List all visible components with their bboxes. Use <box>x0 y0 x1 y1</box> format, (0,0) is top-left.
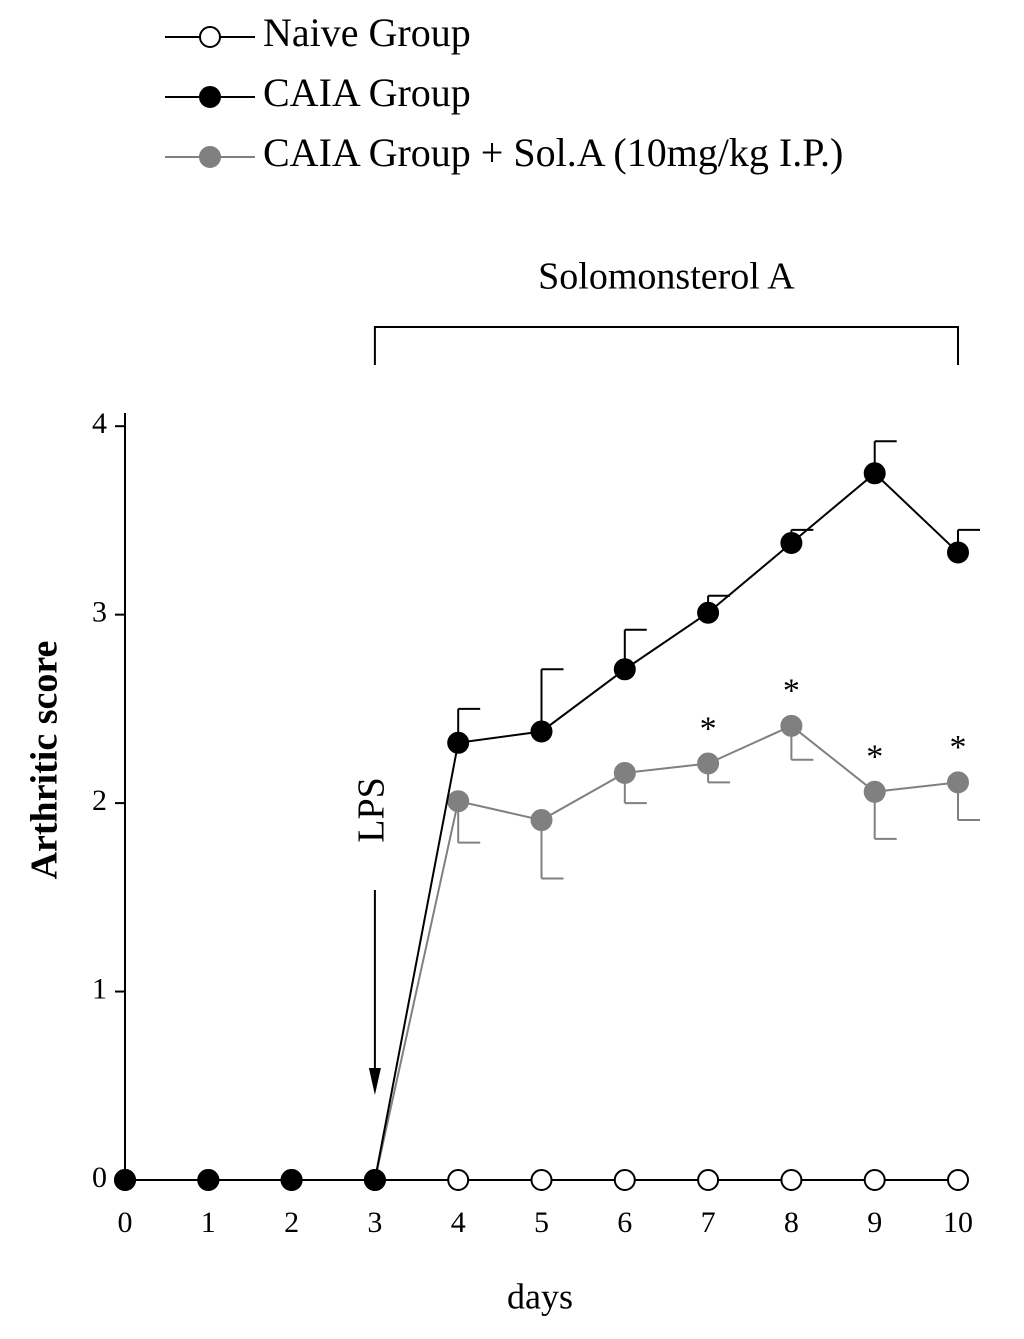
data-point <box>447 731 470 754</box>
data-point <box>947 541 969 564</box>
significance-mark: * <box>950 729 967 766</box>
legend-marker <box>199 26 221 48</box>
data-point <box>447 790 470 813</box>
y-axis-label: Arthritic score <box>24 641 66 880</box>
legend-label: CAIA Group <box>263 70 471 115</box>
data-point <box>280 1169 303 1191</box>
data-point <box>697 601 720 624</box>
data-point <box>613 1169 636 1191</box>
x-tick-label: 3 <box>367 1206 382 1239</box>
data-point <box>530 1169 553 1191</box>
y-tick-label: 0 <box>92 1161 107 1194</box>
data-point <box>697 1169 720 1191</box>
treatment-bracket <box>373 326 959 365</box>
legend-marker <box>199 146 221 168</box>
x-tick-label: 1 <box>201 1206 216 1239</box>
data-point <box>947 1169 969 1191</box>
x-tick-label: 8 <box>784 1206 799 1239</box>
data-point <box>697 752 720 775</box>
x-tick-label: 2 <box>284 1206 299 1239</box>
data-point <box>114 1169 136 1191</box>
significance-mark: * <box>700 710 717 747</box>
x-tick-label: 0 <box>118 1206 133 1239</box>
x-tick-label: 6 <box>617 1206 632 1239</box>
data-point <box>863 1169 886 1191</box>
injection-label: LPS <box>351 777 393 842</box>
data-point <box>863 462 886 485</box>
y-tick-label: 4 <box>92 407 107 440</box>
x-axis-label: days <box>507 1276 573 1316</box>
data-point <box>863 780 886 803</box>
treatment-label: Solomonsterol A <box>538 256 795 298</box>
injection-arrowhead <box>368 1068 381 1095</box>
legend-marker <box>199 86 221 108</box>
data-point <box>530 809 553 832</box>
y-tick-label: 3 <box>92 596 107 629</box>
significance-mark: * <box>783 673 800 710</box>
data-point <box>780 1169 803 1191</box>
x-tick-label: 7 <box>701 1206 716 1239</box>
x-tick-label: 9 <box>867 1206 882 1239</box>
x-tick-label: 5 <box>534 1206 549 1239</box>
data-point <box>530 720 553 743</box>
legend-label: CAIA Group + Sol.A (10mg/kg I.P.) <box>263 130 843 175</box>
data-point <box>613 761 636 784</box>
data-point <box>197 1169 220 1191</box>
x-tick-label: 4 <box>451 1206 466 1239</box>
data-point <box>363 1169 386 1191</box>
significance-mark: * <box>866 739 883 776</box>
data-point <box>947 771 969 794</box>
legend-label: Naive Group <box>263 10 471 55</box>
x-tick-label: 10 <box>943 1206 973 1239</box>
data-point <box>780 714 803 737</box>
y-tick-label: 1 <box>92 972 107 1005</box>
series-line <box>125 724 959 1181</box>
data-point <box>447 1169 470 1191</box>
data-point <box>613 658 636 681</box>
data-point <box>780 532 803 555</box>
y-tick-label: 2 <box>92 784 107 817</box>
